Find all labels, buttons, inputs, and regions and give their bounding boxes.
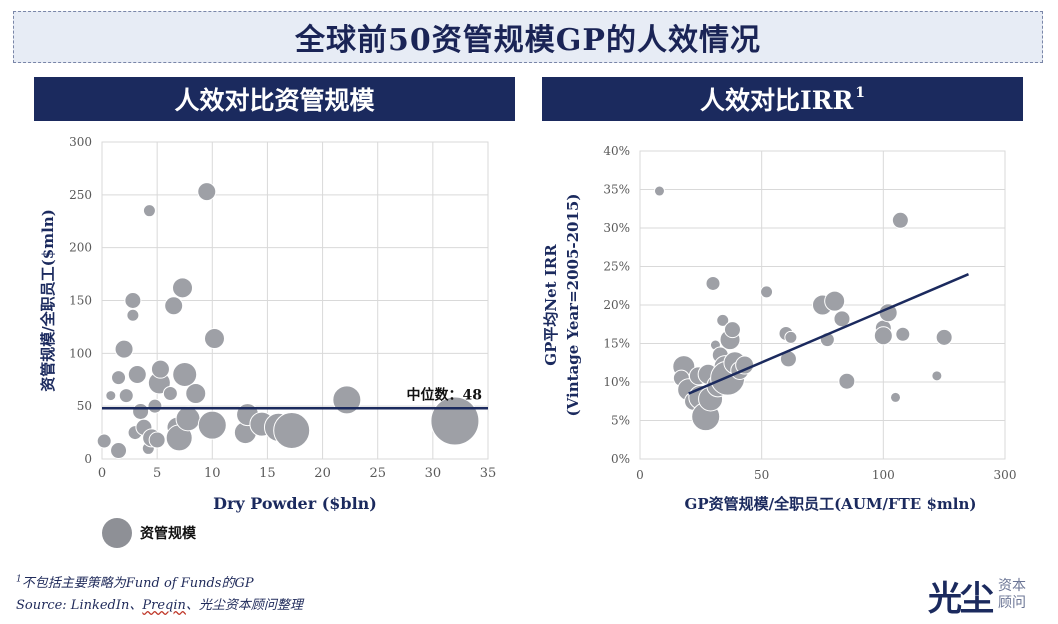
x-axis-title: Dry Powder ($bln) <box>213 494 377 513</box>
y-tick-label: 50 <box>77 399 92 413</box>
data-point <box>172 361 198 387</box>
y-tick-label: 100 <box>69 346 92 360</box>
data-point <box>110 442 128 460</box>
data-point <box>124 292 142 309</box>
data-point <box>132 402 150 420</box>
aum-vs-irr-chart: 0 50 100 300 0% 5% 10% 15% 20% 25% 30% 35% 40% GP资管规模… <box>542 144 1017 513</box>
data-point <box>824 290 846 312</box>
data-point <box>111 370 127 386</box>
aum-vs-dry-powder-chart: 0 5 10 15 20 25 30 35 0 50 100 150 200 250 300 中位数：48 Dr… <box>39 135 497 548</box>
left-chart-banner: 人效对比资管规模 <box>34 77 515 121</box>
x-tick-label: 0 <box>636 468 644 482</box>
data-point <box>150 359 170 379</box>
x-tick-label: 20 <box>314 466 331 481</box>
data-point <box>126 308 140 322</box>
y-tick-label: 15% <box>603 337 630 351</box>
y-tick-label: 30% <box>603 221 630 235</box>
source-note: Source: LinkedIn、Preqin、光尘资本顾问整理 <box>16 594 303 613</box>
x-tick-label: 50 <box>754 468 769 482</box>
source-preqin: Preqin <box>142 598 186 613</box>
data-point <box>197 410 227 440</box>
y-tick-label: 200 <box>69 241 92 255</box>
data-point <box>273 411 311 449</box>
y-tick-label: 300 <box>69 135 92 149</box>
y-tick-label: 20% <box>603 298 630 312</box>
data-point <box>142 204 156 218</box>
source-suffix: 、光尘资本顾问整理 <box>185 598 303 613</box>
data-point <box>114 339 134 359</box>
trend-line <box>688 273 969 395</box>
data-point <box>895 326 911 342</box>
data-point <box>873 326 893 346</box>
x-tick-label: 35 <box>480 466 497 481</box>
data-point <box>105 390 117 402</box>
data-point <box>723 321 741 339</box>
data-point <box>931 370 943 382</box>
x-tick-label: 100 <box>872 468 895 482</box>
data-point <box>760 285 774 299</box>
page-title-box: 全球前50资管规模GP的人效情况 <box>13 11 1043 63</box>
y-tick-label: 0 <box>84 452 92 466</box>
x-tick-label: 300 <box>994 468 1017 482</box>
data-point <box>148 431 166 449</box>
y-tick-label: 35% <box>603 183 630 197</box>
data-point <box>935 328 953 346</box>
data-point <box>430 396 480 446</box>
data-point <box>890 391 901 403</box>
left-banner-label: 人效对比资管规模 <box>174 86 375 115</box>
y-tick-label: 250 <box>69 188 92 202</box>
data-point <box>705 275 721 291</box>
x-axis-title: GP资管规模/全职员工(AUM/FTE $mln) <box>685 495 977 513</box>
data-point <box>164 296 184 316</box>
data-point <box>653 185 665 197</box>
legend-label: 资管规模 <box>140 525 197 542</box>
data-point <box>891 211 909 229</box>
right-chart-banner: 人效对比IRR 1 <box>542 77 1023 121</box>
right-banner-label: 人效对比IRR <box>700 86 854 115</box>
legend-bubble-marker <box>102 518 132 548</box>
data-point <box>784 330 798 344</box>
y-axis-title-line1: GP平均Net IRR <box>542 244 560 366</box>
x-tick-label: 25 <box>369 466 386 481</box>
data-point <box>96 433 112 449</box>
footnote-text: 不包括主要策略为Fund of Funds的GP <box>21 576 254 591</box>
y-axis-title-line2: (Vintage Year=2005-2015) <box>564 194 582 417</box>
logo-main-text: 光尘 <box>928 578 994 619</box>
page-title: 全球前50资管规模GP的人效情况 <box>295 23 761 58</box>
data-point <box>838 372 856 390</box>
right-banner-sup: 1 <box>855 85 865 101</box>
median-label: 中位数：48 <box>407 386 482 403</box>
data-point <box>332 385 362 415</box>
y-tick-label: 25% <box>603 260 630 274</box>
data-point <box>162 385 178 401</box>
data-point <box>197 182 217 202</box>
data-point <box>175 406 201 432</box>
data-point <box>172 277 194 299</box>
logo-sub-text: 资本 顾问 <box>998 578 1032 612</box>
data-point <box>147 398 163 414</box>
y-tick-label: 10% <box>603 375 630 389</box>
x-tick-label: 0 <box>98 466 106 481</box>
x-tick-label: 15 <box>259 466 276 481</box>
y-tick-label: 5% <box>611 414 630 428</box>
company-logo: 光尘 资本 顾问 <box>928 574 1032 619</box>
data-point <box>185 382 207 404</box>
logo-sub-line1: 资本 <box>998 578 1026 594</box>
footnote-sup: 1 <box>16 574 22 585</box>
x-tick-label: 30 <box>425 466 442 481</box>
data-point <box>716 313 730 327</box>
x-tick-label: 5 <box>153 466 161 481</box>
data-point <box>203 328 225 350</box>
footnote-1: 1不包括主要策略为Fund of Funds的GP <box>16 572 254 591</box>
data-point <box>127 364 147 384</box>
logo-sub-line2: 顾问 <box>998 595 1026 611</box>
source-prefix: Source: LinkedIn、 <box>16 598 143 613</box>
y-tick-label: 150 <box>69 294 92 308</box>
data-point <box>118 388 134 404</box>
y-axis-title: 资管规模/全职员工($mln) <box>39 209 57 392</box>
y-tick-label: 0% <box>611 452 630 466</box>
y-tick-label: 40% <box>603 144 630 158</box>
x-tick-label: 10 <box>204 466 221 481</box>
